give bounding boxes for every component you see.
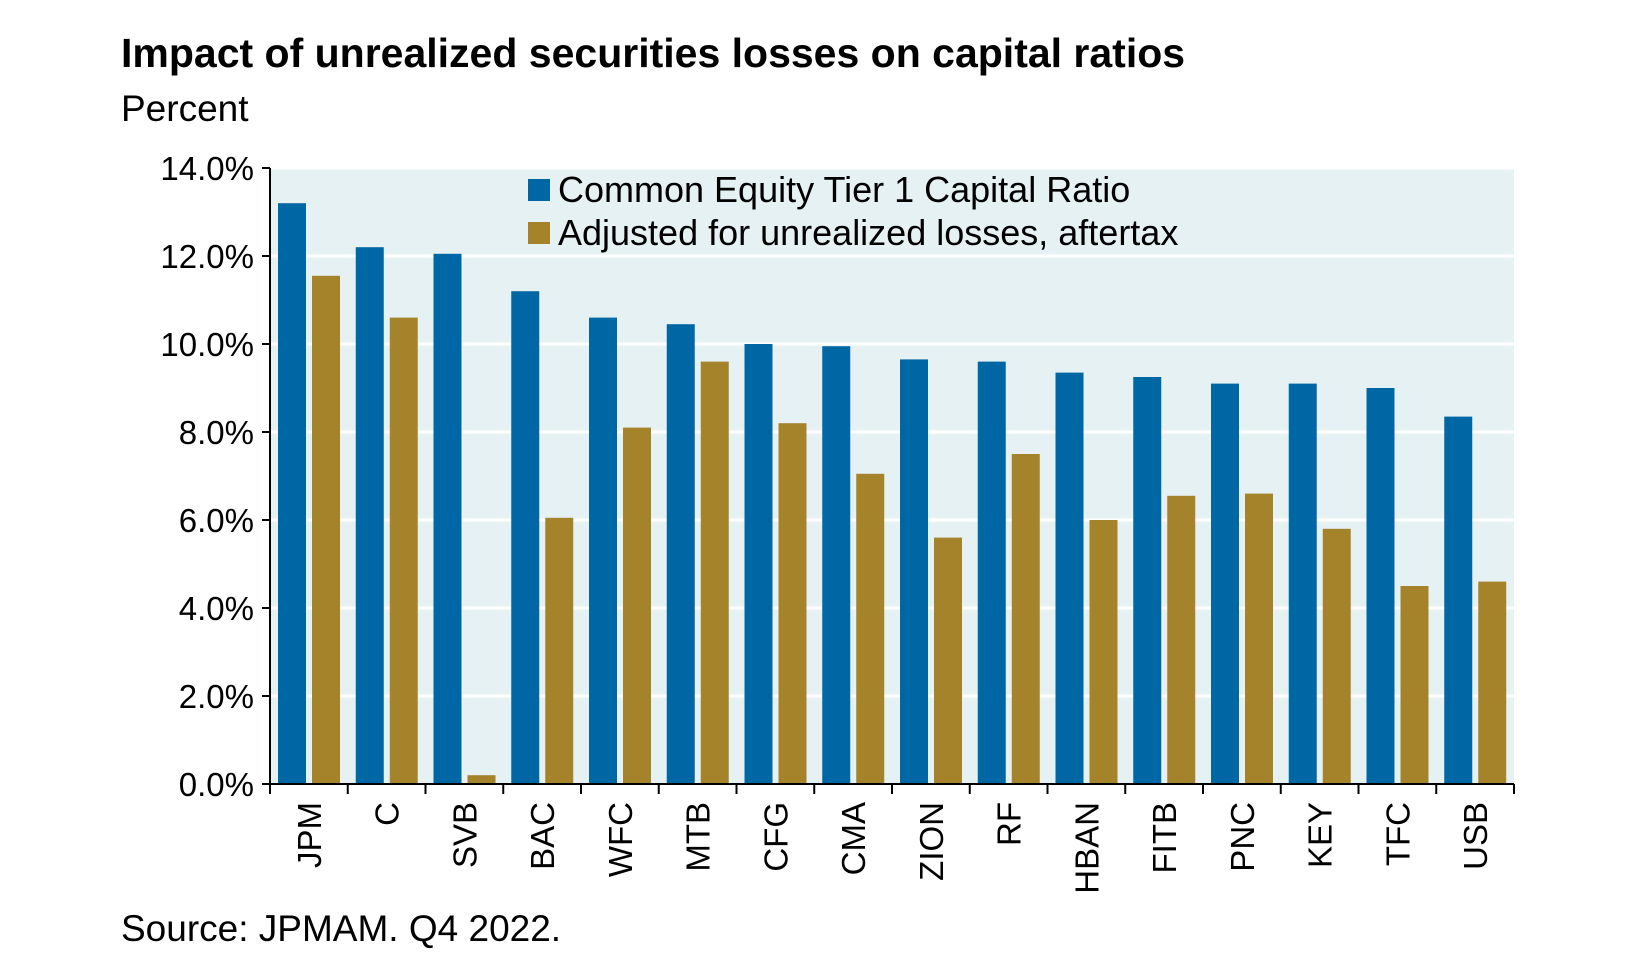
bar-adjusted [1011,454,1040,784]
x-tick-label: PNC [1224,802,1261,872]
y-tick-label: 12.0% [160,238,254,275]
bar-cet1 [1366,388,1395,784]
bar-adjusted [545,517,574,784]
chart-title: Impact of unrealized securities losses o… [121,30,1186,76]
bar-cet1 [1055,372,1084,784]
y-tick-label: 0.0% [179,766,254,803]
y-tick-label: 4.0% [179,590,254,627]
x-tick-label: HBAN [1068,802,1105,894]
x-tick-label: WFC [602,802,639,877]
bar-cet1 [1211,383,1239,784]
bar-cet1 [744,344,773,784]
x-tick-label: BAC [524,802,561,870]
x-tick-label: USB [1457,802,1494,870]
x-tick-label: JPM [291,802,328,868]
bar-cet1 [1288,383,1317,784]
bar-adjusted [1322,528,1351,784]
source-note: Source: JPMAM. Q4 2022. [121,908,562,949]
x-tick-label: KEY [1302,802,1339,868]
bar-adjusted [1400,586,1429,784]
bar-adjusted [623,427,651,784]
bar-cet1 [1133,377,1162,784]
x-tick-label: RF [991,802,1028,846]
x-tick-label: SVB [446,802,483,868]
legend-swatch [528,179,550,201]
bar-adjusted [700,361,729,784]
bar-cet1 [355,247,384,784]
bar-cet1 [666,324,695,784]
bar-adjusted [934,537,962,784]
y-tick-label: 6.0% [179,502,254,539]
x-tick-label: TFC [1379,802,1416,866]
bar-cet1 [589,317,617,784]
y-tick-label: 2.0% [179,678,254,715]
y-tick-label: 8.0% [179,414,254,451]
y-tick-label: 14.0% [160,150,254,187]
bar-adjusted [1167,495,1196,784]
chart-subtitle: Percent [121,88,249,129]
bar-cet1 [511,291,540,784]
bar-cet1 [900,359,928,784]
x-tick-label: CMA [835,802,872,875]
legend-label: Common Equity Tier 1 Capital Ratio [558,169,1130,210]
bar-adjusted [312,275,340,784]
x-tick-label: CFG [757,802,794,872]
legend-swatch [528,222,550,244]
x-tick-label: FITB [1146,802,1183,874]
bar-cet1 [977,361,1006,784]
bar-adjusted [778,423,807,784]
bar-adjusted [467,775,496,784]
x-tick-label: MTB [680,802,717,872]
bar-adjusted [1245,493,1273,784]
bar-adjusted [856,473,885,784]
x-tick-label: C [369,802,406,826]
bar-adjusted [389,317,418,784]
legend-label: Adjusted for unrealized losses, aftertax [558,212,1178,253]
bar-cet1 [822,346,851,784]
bar-cet1 [278,203,306,784]
bar-adjusted [1089,520,1118,784]
x-tick-label: ZION [913,802,950,881]
y-tick-label: 10.0% [160,326,254,363]
bar-cet1 [1444,416,1473,784]
bar-cet1 [433,253,462,785]
bar-adjusted [1478,581,1507,784]
